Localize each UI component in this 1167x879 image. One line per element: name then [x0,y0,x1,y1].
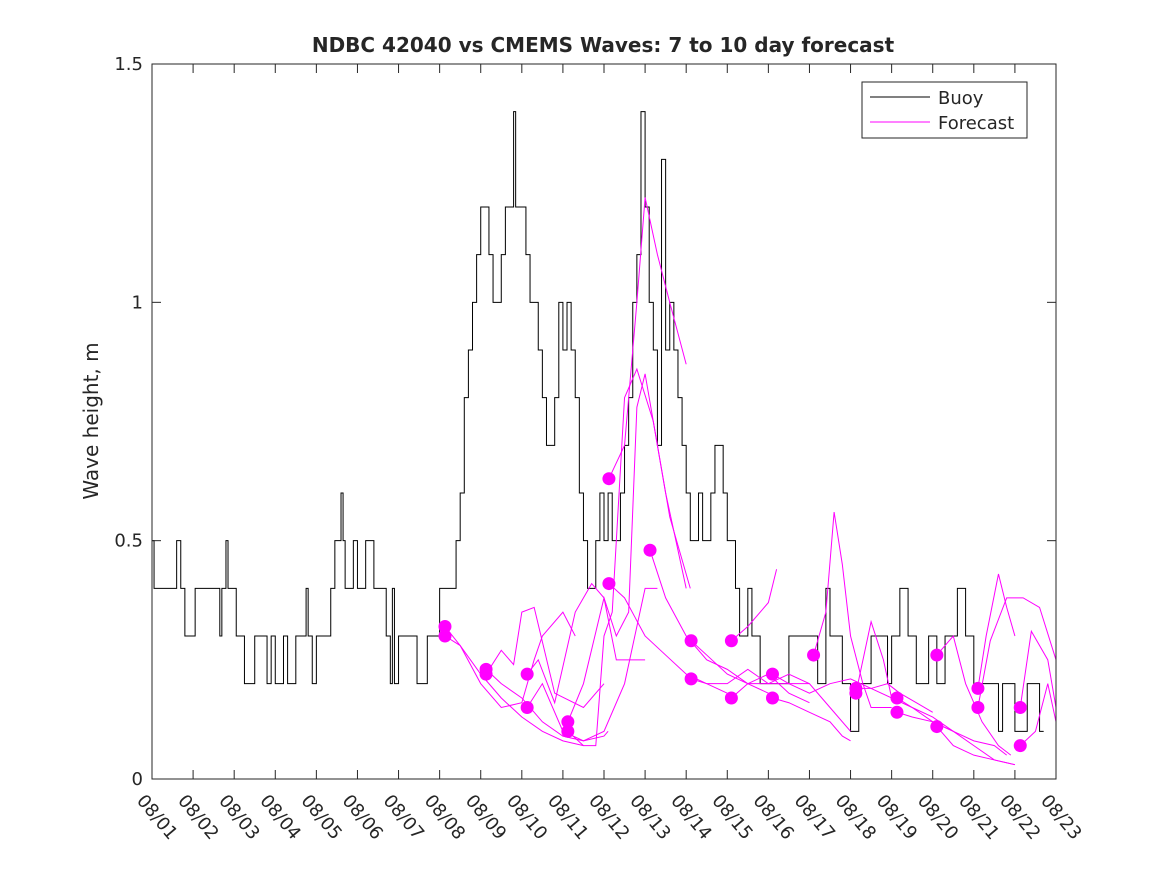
forecast-line-24 [936,726,1016,766]
forecast-start-marker-7 [561,715,575,729]
forecast-line-18 [813,511,892,708]
buoy-series-line [152,111,1044,732]
forecast-line-22 [896,711,1007,756]
forecast-line-21 [896,697,1016,766]
forecast-start-marker-6 [520,701,534,714]
x-tick-label: 08/02 [173,791,222,844]
x-tick-label: 08/07 [379,791,428,844]
forecast-line-10 [608,583,728,694]
forecast-start-marker-14 [724,634,738,648]
x-tick-label: 08/19 [872,791,921,844]
x-tick-label: 08/08 [420,791,469,844]
forecast-start-marker-21 [890,691,904,705]
legend: Buoy Forecast [861,81,1028,139]
forecast-start-marker-17 [765,691,779,705]
x-tick-label: 08/20 [913,791,962,844]
forecast-start-marker-18 [807,648,821,662]
x-tick-label: 08/14 [666,791,715,844]
x-tick-label: 08/11 [543,791,592,844]
x-tick-label: 08/03 [214,791,263,844]
forecast-start-marker-5 [520,667,534,681]
x-tick-label: 08/18 [831,791,880,844]
forecast-start-marker-27 [1013,701,1027,714]
x-tick-label: 08/04 [255,791,304,844]
forecast-line-8 [567,367,691,747]
x-tick-label: 08/12 [584,791,633,844]
x-tick-label: 08/16 [749,791,798,844]
forecast-start-marker-11 [643,543,657,557]
x-tick-label: 08/22 [995,791,1044,844]
forecast-start-marker-2 [438,629,452,643]
forecast-line-7 [567,373,687,722]
forecast-line-17 [772,697,851,742]
forecast-start-marker-22 [890,705,904,719]
legend-buoy-label: Buoy [938,88,984,109]
forecast-line-4 [485,606,605,709]
forecast-start-marker-1 [438,619,452,633]
chart-title: NDBC 42040 vs CMEMS Waves: 7 to 10 day f… [312,33,895,57]
y-axis-label: Wave height, m [79,342,103,499]
x-tick-label: 08/05 [297,791,346,844]
forecast-start-marker-20 [849,686,863,700]
forecast-start-marker-9 [602,472,616,486]
forecast-line-9 [608,197,687,479]
forecast-line-27 [1019,629,1057,708]
x-tick-label: 08/21 [954,791,1003,844]
forecast-start-marker-15 [724,691,738,705]
x-tick-label: 08/10 [502,791,551,844]
forecast-start-marker-8 [561,724,575,738]
forecast-line-2 [444,611,576,709]
forecast-line-6 [526,587,658,742]
x-tick-label: 08/01 [132,791,181,844]
legend-forecast-label: Forecast [938,113,1014,134]
forecast-line-12 [690,640,810,704]
y-tick-label: 1 [132,292,143,313]
forecast-start-marker-10 [602,577,616,591]
x-tick-label: 08/09 [461,791,510,844]
forecast-line-1 [444,626,584,747]
x-tick-label: 08/17 [790,791,839,844]
forecast-line-25 [977,573,1016,689]
forecast-start-marker-23 [930,648,944,662]
forecast-start-marker-13 [684,672,698,686]
forecast-line-5 [526,582,646,705]
forecast-line-19 [855,683,933,713]
forecast-line-14 [731,569,778,642]
forecast-start-marker-4 [479,667,493,681]
forecast-line-15 [731,673,851,732]
forecast-start-marker-16 [765,667,779,681]
forecast-line-26 [977,597,1057,708]
forecast-start-marker-24 [930,720,944,734]
forecast-line-28 [1019,683,1057,746]
y-tick-label: 1.5 [114,54,143,75]
legend-box [861,81,1028,139]
forecast-line-3 [485,669,609,742]
x-tick-label: 08/06 [338,791,387,844]
y-tick-label: 0 [132,769,143,790]
forecast-start-marker-12 [684,634,698,648]
forecast-line-13 [690,668,810,685]
x-tick-label: 08/13 [625,791,674,844]
y-tick-label: 0.5 [114,531,143,552]
plot-area [152,111,1057,766]
forecast-start-marker-26 [971,701,985,714]
x-tick-label: 08/23 [1036,791,1085,844]
x-tick-label: 08/15 [707,791,756,844]
forecast-start-marker-28 [1013,739,1027,753]
